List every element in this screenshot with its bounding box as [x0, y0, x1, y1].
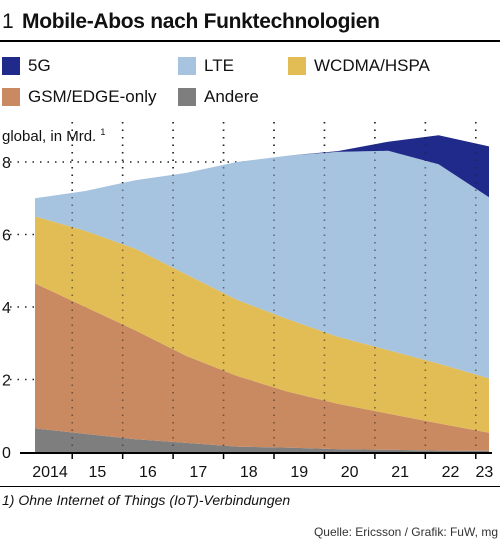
legend-swatch-lte [178, 57, 196, 75]
title-row: 1 Mobile-Abos nach Funktechnologien [0, 4, 500, 38]
legend-swatch-gsm [2, 88, 20, 106]
y-tick-label: 0 [2, 445, 11, 462]
x-tick-label: 15 [89, 464, 107, 481]
x-tick-label: 17 [189, 464, 207, 481]
x-tick-label: 23 [475, 464, 493, 481]
footnote-divider [0, 486, 500, 487]
area-layer [35, 122, 489, 452]
x-tick-label: 18 [240, 464, 258, 481]
x-tick-label: 21 [391, 464, 409, 481]
area-series-wcdma-hspa [35, 216, 489, 433]
y-tick-label: 4 [2, 300, 11, 317]
x-tick-label: 20 [341, 464, 359, 481]
legend-label-lte: LTE [204, 56, 234, 75]
x-tick-label: 19 [290, 464, 308, 481]
area-series-gsm-edge-only [35, 283, 489, 451]
legend-item-lte: LTE [178, 56, 234, 76]
area-chart: 2014 15 16 17 18 19 20 21 22 23 0 2 4 6 8 [2, 122, 493, 481]
footnote: 1) Ohne Internet of Things (IoT)-Verbind… [2, 492, 291, 508]
area-series-lte [35, 150, 489, 379]
y-tick-label: 2 [2, 373, 11, 390]
legend-label-gsm: GSM/EDGE-only [28, 87, 157, 106]
area-series-5g [35, 135, 489, 199]
y-tick-label: 6 [2, 228, 11, 245]
legend-item-5g: 5G [2, 56, 51, 76]
y-axis-unit-label: global, in Mrd. 1 [2, 127, 105, 145]
legend-swatch-wcdma [288, 57, 306, 75]
axis-layer: 2014 15 16 17 18 19 20 21 22 23 0 2 4 6 8 [2, 155, 493, 481]
x-tick-label: 22 [442, 464, 460, 481]
legend-item-gsm: GSM/EDGE-only [2, 87, 156, 107]
footnote-mark: 1 [100, 127, 106, 137]
legend-item-andere: Andere [178, 87, 259, 107]
legend-item-wcdma: WCDMA/HSPA [288, 56, 430, 76]
legend: 5G LTE WCDMA/HSPA GSM/EDGE-only Andere [0, 54, 500, 112]
chart-number: 1 [2, 10, 14, 33]
legend-swatch-andere [178, 88, 196, 106]
legend-label-5g: 5G [28, 56, 51, 75]
legend-label-andere: Andere [204, 87, 259, 106]
legend-label-wcdma: WCDMA/HSPA [314, 56, 430, 75]
x-tick-label: 2014 [32, 464, 68, 481]
title-divider [0, 40, 500, 42]
area-series-andere [35, 428, 489, 452]
y-axis-unit-text: global, in Mrd. [2, 128, 97, 145]
source-credit: Quelle: Ericsson / Grafik: FuW, mg [313, 525, 498, 539]
x-tick-label: 16 [139, 464, 157, 481]
y-tick-label: 8 [2, 155, 11, 172]
legend-swatch-5g [2, 57, 20, 75]
chart-title: Mobile-Abos nach Funktechnologien [22, 10, 380, 33]
